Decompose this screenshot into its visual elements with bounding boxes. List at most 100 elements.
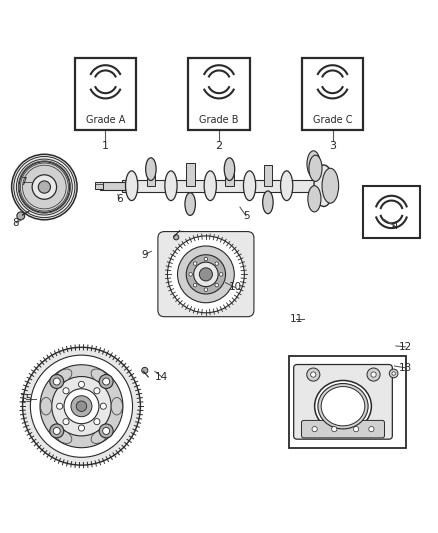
Circle shape bbox=[194, 262, 218, 287]
Text: 13: 13 bbox=[399, 363, 412, 373]
Circle shape bbox=[78, 381, 85, 387]
Ellipse shape bbox=[314, 381, 371, 432]
Ellipse shape bbox=[263, 191, 273, 214]
Bar bbox=[264, 165, 272, 185]
Ellipse shape bbox=[165, 171, 177, 200]
Circle shape bbox=[12, 154, 77, 220]
FancyBboxPatch shape bbox=[158, 231, 254, 317]
Circle shape bbox=[199, 268, 212, 281]
Circle shape bbox=[99, 424, 113, 438]
Text: 4: 4 bbox=[391, 221, 398, 231]
Ellipse shape bbox=[314, 165, 334, 206]
Circle shape bbox=[369, 426, 374, 432]
Circle shape bbox=[50, 375, 64, 389]
Text: 7: 7 bbox=[20, 177, 27, 187]
Bar bbox=[122, 180, 330, 192]
Circle shape bbox=[71, 395, 92, 417]
Ellipse shape bbox=[244, 171, 256, 200]
Text: 8: 8 bbox=[13, 218, 19, 228]
Circle shape bbox=[57, 403, 63, 409]
Ellipse shape bbox=[111, 398, 123, 415]
Circle shape bbox=[64, 389, 99, 424]
Ellipse shape bbox=[91, 369, 107, 382]
Circle shape bbox=[94, 418, 100, 425]
Circle shape bbox=[371, 372, 376, 377]
Ellipse shape bbox=[40, 398, 52, 415]
Circle shape bbox=[177, 246, 234, 303]
Circle shape bbox=[63, 418, 69, 425]
Circle shape bbox=[99, 375, 113, 389]
Circle shape bbox=[332, 426, 337, 432]
Circle shape bbox=[215, 284, 219, 287]
Bar bbox=[147, 165, 155, 185]
Circle shape bbox=[52, 376, 111, 436]
Text: 1: 1 bbox=[102, 141, 109, 151]
Ellipse shape bbox=[126, 171, 138, 200]
Circle shape bbox=[53, 378, 60, 385]
Text: 12: 12 bbox=[399, 342, 412, 352]
Circle shape bbox=[204, 257, 208, 261]
Circle shape bbox=[102, 378, 110, 385]
Text: 11: 11 bbox=[290, 314, 303, 324]
Text: 14: 14 bbox=[155, 372, 168, 382]
Bar bbox=[186, 163, 194, 185]
Bar bbox=[289, 356, 406, 448]
Circle shape bbox=[102, 427, 110, 434]
Ellipse shape bbox=[322, 168, 339, 203]
Circle shape bbox=[189, 272, 192, 276]
Text: Grade A: Grade A bbox=[86, 115, 125, 125]
Circle shape bbox=[40, 365, 123, 448]
Ellipse shape bbox=[309, 155, 322, 181]
Circle shape bbox=[53, 427, 60, 434]
Bar bbox=[302, 58, 363, 130]
Text: 6: 6 bbox=[116, 194, 123, 204]
Ellipse shape bbox=[204, 171, 216, 200]
FancyBboxPatch shape bbox=[301, 421, 385, 438]
Circle shape bbox=[173, 235, 179, 240]
Ellipse shape bbox=[185, 193, 195, 215]
Ellipse shape bbox=[321, 386, 365, 426]
Circle shape bbox=[100, 403, 106, 409]
Bar bbox=[225, 165, 234, 185]
Circle shape bbox=[311, 372, 316, 377]
Ellipse shape bbox=[308, 185, 321, 212]
Text: 15: 15 bbox=[19, 394, 33, 404]
Ellipse shape bbox=[163, 237, 248, 311]
Text: 9: 9 bbox=[141, 250, 148, 260]
Circle shape bbox=[392, 372, 396, 375]
Circle shape bbox=[94, 387, 100, 394]
Ellipse shape bbox=[281, 171, 293, 200]
FancyBboxPatch shape bbox=[293, 365, 392, 439]
Ellipse shape bbox=[307, 368, 320, 381]
Circle shape bbox=[78, 425, 85, 431]
Text: Grade B: Grade B bbox=[199, 115, 239, 125]
Circle shape bbox=[19, 161, 70, 212]
Circle shape bbox=[22, 348, 141, 465]
Circle shape bbox=[167, 236, 244, 313]
Ellipse shape bbox=[91, 430, 107, 443]
Circle shape bbox=[219, 272, 223, 276]
Bar bbox=[363, 185, 420, 238]
Ellipse shape bbox=[224, 158, 235, 181]
Circle shape bbox=[204, 288, 208, 292]
Ellipse shape bbox=[146, 158, 156, 181]
Bar bbox=[75, 58, 136, 130]
Ellipse shape bbox=[307, 151, 320, 177]
Bar bbox=[188, 58, 250, 130]
Circle shape bbox=[32, 175, 57, 199]
Circle shape bbox=[63, 387, 69, 394]
Circle shape bbox=[50, 424, 64, 438]
Circle shape bbox=[215, 262, 219, 265]
Text: 2: 2 bbox=[215, 141, 223, 151]
Circle shape bbox=[193, 284, 197, 287]
Ellipse shape bbox=[318, 384, 368, 429]
Circle shape bbox=[76, 401, 87, 411]
Ellipse shape bbox=[56, 430, 72, 443]
Ellipse shape bbox=[56, 369, 72, 382]
Circle shape bbox=[312, 426, 317, 432]
Circle shape bbox=[38, 181, 50, 193]
Bar bbox=[95, 182, 103, 189]
Text: 10: 10 bbox=[229, 282, 242, 293]
Circle shape bbox=[193, 262, 197, 265]
Text: 3: 3 bbox=[329, 141, 336, 151]
